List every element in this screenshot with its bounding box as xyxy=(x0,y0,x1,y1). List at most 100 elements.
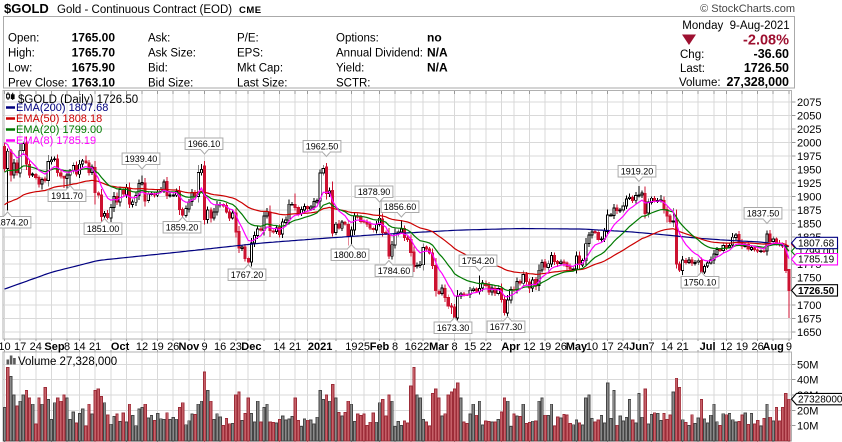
svg-text:50M: 50M xyxy=(797,359,818,371)
svg-text:1925: 1925 xyxy=(797,178,821,190)
svg-text:1950: 1950 xyxy=(797,165,821,177)
svg-text:N/A: N/A xyxy=(427,46,448,60)
svg-text:1767.20: 1767.20 xyxy=(231,270,264,280)
svg-text:10M: 10M xyxy=(797,421,818,433)
svg-text:17: 17 xyxy=(14,341,26,353)
svg-text:-36.60: -36.60 xyxy=(754,47,789,61)
svg-text:Apr: Apr xyxy=(501,341,521,353)
svg-text:$GOLD: $GOLD xyxy=(4,1,49,16)
svg-text:Nov: Nov xyxy=(179,341,201,353)
svg-text:2000: 2000 xyxy=(797,138,821,150)
svg-text:Bid Size:: Bid Size: xyxy=(148,78,193,90)
svg-text:1677.30: 1677.30 xyxy=(490,322,523,332)
svg-text:7: 7 xyxy=(648,341,654,353)
svg-text:26: 26 xyxy=(555,341,567,353)
svg-text:-2.08%: -2.08% xyxy=(743,33,789,49)
svg-text:10: 10 xyxy=(586,341,598,353)
svg-text:27328000: 27328000 xyxy=(798,395,842,406)
svg-text:8: 8 xyxy=(64,341,70,353)
svg-text:8: 8 xyxy=(451,341,457,353)
svg-text:N/A: N/A xyxy=(427,61,448,75)
svg-text:25: 25 xyxy=(358,341,370,353)
svg-text:Low:: Low: xyxy=(8,63,32,75)
svg-text:$GOLD (Daily) 1726.50: $GOLD (Daily) 1726.50 xyxy=(18,94,138,106)
svg-text:16: 16 xyxy=(214,341,226,353)
svg-text:Volume 27,328,000: Volume 27,328,000 xyxy=(18,356,117,368)
svg-text:9: 9 xyxy=(201,341,207,353)
svg-text:1785.19: 1785.19 xyxy=(798,255,835,266)
svg-text:1851.00: 1851.00 xyxy=(87,224,120,234)
svg-text:24: 24 xyxy=(617,341,629,353)
svg-text:Ask:: Ask: xyxy=(148,33,170,45)
svg-text:1900: 1900 xyxy=(797,192,821,204)
svg-text:Mar: Mar xyxy=(429,341,449,353)
svg-text:Volume:: Volume: xyxy=(679,77,721,89)
svg-text:High:: High: xyxy=(8,48,35,60)
svg-text:2075: 2075 xyxy=(797,97,821,109)
svg-text:21: 21 xyxy=(676,341,688,353)
svg-text:Bid:: Bid: xyxy=(148,63,168,75)
svg-text:1675: 1675 xyxy=(797,313,821,325)
svg-text:EPS:: EPS: xyxy=(237,48,263,60)
svg-text:1673.30: 1673.30 xyxy=(437,323,470,333)
svg-text:Sep: Sep xyxy=(44,341,64,353)
svg-text:1726.50: 1726.50 xyxy=(798,286,835,297)
svg-text:14: 14 xyxy=(73,341,85,353)
svg-text:1750.10: 1750.10 xyxy=(684,278,717,288)
svg-text:12: 12 xyxy=(523,341,535,353)
svg-text:Annual Dividend:: Annual Dividend: xyxy=(336,48,423,60)
svg-text:1800.80: 1800.80 xyxy=(334,250,367,260)
svg-text:16: 16 xyxy=(405,341,417,353)
svg-text:1765.70: 1765.70 xyxy=(72,46,116,60)
svg-text:19: 19 xyxy=(539,341,551,353)
svg-text:1878.90: 1878.90 xyxy=(358,187,391,197)
svg-text:Oct: Oct xyxy=(111,341,130,353)
svg-text:EMA(8) 1785.19: EMA(8) 1785.19 xyxy=(16,135,96,147)
svg-text:21: 21 xyxy=(89,341,101,353)
svg-text:10: 10 xyxy=(0,341,11,353)
svg-text:1874.20: 1874.20 xyxy=(0,218,28,228)
svg-text:22: 22 xyxy=(480,341,492,353)
svg-text:12: 12 xyxy=(136,341,148,353)
svg-text:1962.50: 1962.50 xyxy=(306,142,339,152)
svg-text:14: 14 xyxy=(661,341,673,353)
svg-text:Dec: Dec xyxy=(241,341,261,353)
svg-text:8: 8 xyxy=(392,341,398,353)
svg-text:Mkt Cap:: Mkt Cap: xyxy=(237,63,283,75)
svg-text:1919.20: 1919.20 xyxy=(621,167,654,177)
svg-text:Yield:: Yield: xyxy=(336,63,364,75)
svg-text:9: 9 xyxy=(786,341,792,353)
svg-text:1966.10: 1966.10 xyxy=(188,139,221,149)
svg-text:40M: 40M xyxy=(797,375,818,387)
svg-text:1856.60: 1856.60 xyxy=(384,202,417,212)
svg-text:no: no xyxy=(427,31,442,45)
svg-text:1726.50: 1726.50 xyxy=(744,61,789,75)
svg-text:2021: 2021 xyxy=(308,341,332,353)
svg-text:19: 19 xyxy=(736,341,748,353)
svg-text:19: 19 xyxy=(151,341,163,353)
svg-text:1807.68: 1807.68 xyxy=(798,239,835,250)
svg-text:Gold - Continuous Contract (EO: Gold - Continuous Contract (EOD) xyxy=(57,4,232,16)
svg-text:1700: 1700 xyxy=(797,300,821,312)
svg-text:1750: 1750 xyxy=(797,273,821,285)
svg-text:24: 24 xyxy=(30,341,42,353)
svg-text:1939.40: 1939.40 xyxy=(125,154,158,164)
svg-text:SCTR:: SCTR: xyxy=(336,78,371,90)
svg-text:CME: CME xyxy=(239,5,262,16)
svg-text:2025: 2025 xyxy=(797,124,821,136)
svg-text:1859.20: 1859.20 xyxy=(166,223,199,233)
svg-text:1911.70: 1911.70 xyxy=(51,191,83,201)
svg-text:1754.20: 1754.20 xyxy=(462,256,495,266)
svg-text:EMA(20) 1799.00: EMA(20) 1799.00 xyxy=(16,124,102,136)
svg-text:21: 21 xyxy=(289,341,301,353)
svg-text:1799.00: 1799.00 xyxy=(798,247,835,258)
svg-text:12: 12 xyxy=(720,341,732,353)
svg-text:Open:: Open: xyxy=(8,33,39,45)
svg-text:Prev Close:: Prev Close: xyxy=(8,78,67,90)
svg-text:1875: 1875 xyxy=(797,205,821,217)
svg-text:Chg:: Chg: xyxy=(680,49,704,61)
svg-text:1850: 1850 xyxy=(797,219,821,231)
svg-text:© StockCharts.com: © StockCharts.com xyxy=(700,3,795,15)
svg-text:26: 26 xyxy=(751,341,763,353)
svg-text:1675.90: 1675.90 xyxy=(72,61,116,75)
